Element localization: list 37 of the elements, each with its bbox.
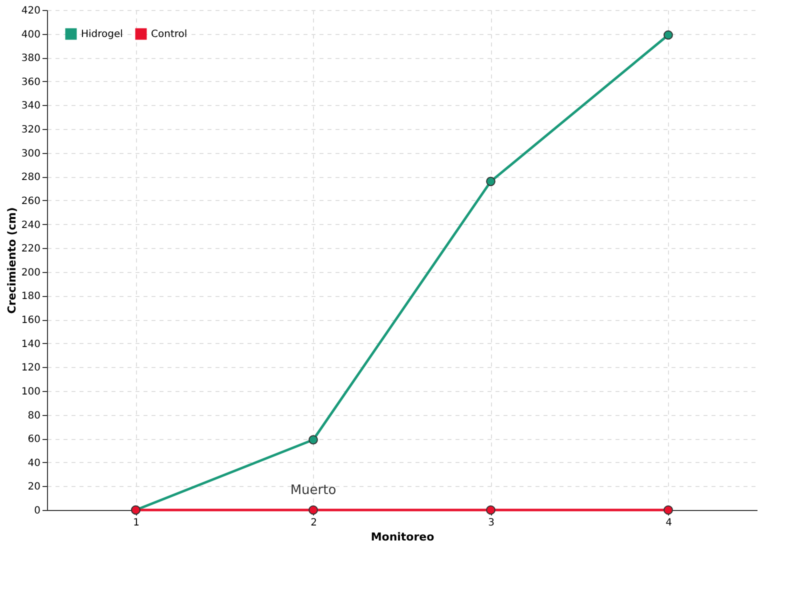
y-tick-label: 0 (34, 506, 40, 516)
y-tick-label: 260 (21, 196, 40, 207)
y-tick-label: 160 (21, 315, 40, 326)
y-tick-label: 380 (21, 53, 40, 64)
x-tick-label: 3 (488, 518, 494, 528)
y-tick-label: 320 (21, 124, 40, 136)
y-tick-label: 400 (21, 29, 40, 40)
y-axis-title: Crecimiento (cm) (5, 207, 18, 314)
x-tick-label: 2 (310, 518, 317, 528)
y-tick-label: 220 (21, 244, 40, 255)
y-tick-label: 240 (21, 220, 40, 231)
annotation: Muerto (290, 483, 336, 498)
y-tick-label: 80 (28, 410, 40, 422)
point (664, 30, 673, 40)
y-tick-label: 280 (21, 172, 40, 184)
y-tick-label: 100 (21, 386, 40, 398)
x-tick-label: 1 (133, 518, 140, 528)
y-tick-label: 60 (28, 434, 40, 446)
y-tick-label: 20 (28, 482, 40, 493)
y-tick-label: 420 (21, 6, 40, 16)
y-tick-label: 200 (21, 267, 40, 278)
x-axis-title: Monitoreo (370, 530, 435, 544)
y-tick-label: 300 (21, 148, 40, 160)
legend-label: Control (151, 29, 188, 40)
y-tick-label: 340 (21, 100, 40, 112)
point (486, 505, 496, 515)
legend-label: Hidrogel (81, 29, 123, 40)
point (308, 435, 318, 444)
y-tick-label: 140 (21, 338, 40, 350)
y-tick-label: 120 (21, 362, 40, 374)
y-tick-label: 180 (21, 291, 40, 302)
y-tick-label: 360 (21, 76, 40, 88)
point (308, 505, 318, 515)
y-tick-label: 40 (28, 458, 40, 469)
x-tick-label: 4 (666, 518, 672, 528)
point (664, 505, 673, 515)
point (486, 176, 496, 186)
